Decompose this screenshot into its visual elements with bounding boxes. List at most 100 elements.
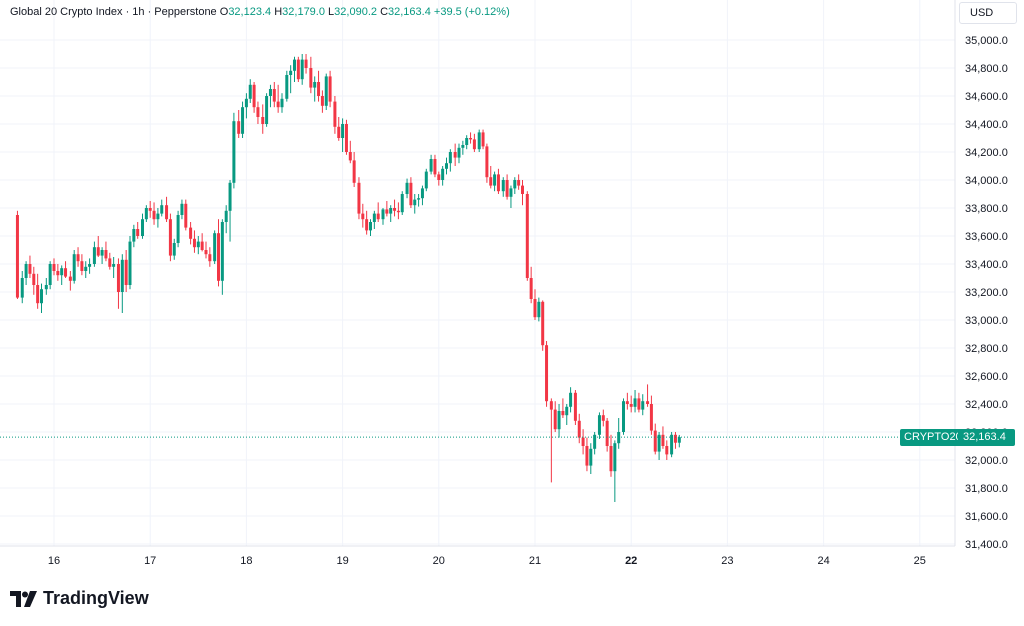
candle[interactable] [424, 168, 428, 192]
candle[interactable] [272, 82, 276, 108]
candle[interactable] [176, 210, 180, 248]
candle[interactable] [232, 112, 236, 189]
candle[interactable] [136, 222, 140, 239]
candle[interactable] [593, 432, 597, 455]
candle[interactable] [244, 93, 248, 119]
candle[interactable] [192, 230, 196, 253]
candle[interactable] [505, 174, 509, 200]
candle[interactable] [469, 132, 473, 144]
candle[interactable] [405, 178, 409, 199]
candle[interactable] [92, 241, 96, 267]
candle[interactable] [457, 143, 461, 164]
candle[interactable] [144, 205, 148, 222]
candle[interactable] [324, 73, 328, 110]
candle[interactable] [393, 199, 397, 217]
candle[interactable] [268, 84, 272, 108]
candle[interactable] [88, 258, 92, 274]
candle[interactable] [68, 271, 72, 291]
candle[interactable] [413, 194, 417, 214]
candle[interactable] [441, 166, 445, 186]
candle[interactable] [561, 398, 565, 418]
candle[interactable] [344, 119, 348, 155]
candle[interactable] [309, 56, 313, 94]
candle[interactable] [489, 166, 493, 189]
candle[interactable] [520, 180, 524, 206]
candle[interactable] [589, 443, 593, 474]
candle[interactable] [465, 135, 469, 150]
candle[interactable] [104, 241, 108, 262]
candle[interactable] [333, 96, 337, 134]
candle[interactable] [368, 219, 372, 236]
candle[interactable] [213, 230, 217, 264]
candle[interactable] [677, 434, 681, 448]
candle[interactable] [148, 201, 152, 218]
candle[interactable] [328, 70, 332, 108]
candle[interactable] [52, 258, 56, 276]
candle[interactable] [100, 247, 104, 264]
candle[interactable] [513, 177, 517, 194]
candle[interactable] [649, 395, 653, 435]
candle[interactable] [657, 432, 661, 460]
candle[interactable] [361, 203, 365, 228]
candle[interactable] [637, 392, 641, 413]
candle[interactable] [116, 258, 120, 309]
candle[interactable] [313, 76, 317, 102]
candle[interactable] [28, 255, 32, 278]
candle[interactable] [265, 93, 269, 127]
candle[interactable] [357, 177, 361, 220]
candle[interactable] [376, 202, 380, 222]
candle[interactable] [477, 129, 481, 152]
candle[interactable] [549, 398, 553, 483]
candle[interactable] [461, 140, 465, 155]
candle[interactable] [493, 171, 497, 192]
candle[interactable] [372, 210, 376, 229]
candle[interactable] [565, 404, 569, 425]
candle[interactable] [156, 208, 160, 228]
candle[interactable] [670, 432, 674, 458]
candle[interactable] [545, 341, 549, 407]
candle[interactable] [529, 266, 533, 304]
candle[interactable] [417, 194, 421, 207]
candle[interactable] [597, 412, 601, 439]
candle[interactable] [165, 196, 169, 222]
candle[interactable] [128, 236, 132, 290]
candle[interactable] [577, 413, 581, 444]
candle[interactable] [396, 202, 400, 220]
candle[interactable] [296, 56, 300, 82]
candle[interactable] [241, 101, 245, 138]
candle[interactable] [646, 384, 650, 407]
candle[interactable] [252, 82, 256, 113]
candle[interactable] [625, 392, 629, 410]
candle[interactable] [289, 65, 293, 94]
currency-selector[interactable]: USD [959, 2, 1017, 24]
candle[interactable] [429, 154, 433, 175]
candle[interactable] [673, 432, 677, 449]
candle[interactable] [108, 252, 112, 270]
candle[interactable] [80, 254, 84, 276]
candle[interactable] [400, 191, 404, 215]
candle[interactable] [641, 394, 645, 416]
candle[interactable] [348, 140, 352, 164]
candle[interactable] [200, 233, 204, 252]
candle[interactable] [112, 257, 116, 278]
candle[interactable] [276, 84, 280, 113]
candle[interactable] [341, 118, 345, 152]
candle[interactable] [389, 205, 393, 222]
candle[interactable] [409, 177, 413, 208]
candle[interactable] [501, 177, 505, 197]
candle[interactable] [300, 54, 304, 85]
candle[interactable] [220, 219, 224, 295]
candle[interactable] [365, 210, 369, 235]
candle[interactable] [124, 250, 128, 292]
candle[interactable] [617, 418, 621, 449]
candle[interactable] [39, 283, 43, 313]
candle[interactable] [472, 133, 476, 152]
candle[interactable] [44, 278, 48, 295]
candle[interactable] [196, 236, 200, 255]
candle[interactable] [217, 219, 221, 287]
candle[interactable] [481, 129, 485, 150]
candle[interactable] [180, 199, 184, 220]
candle[interactable] [320, 90, 324, 113]
candle[interactable] [622, 398, 626, 435]
